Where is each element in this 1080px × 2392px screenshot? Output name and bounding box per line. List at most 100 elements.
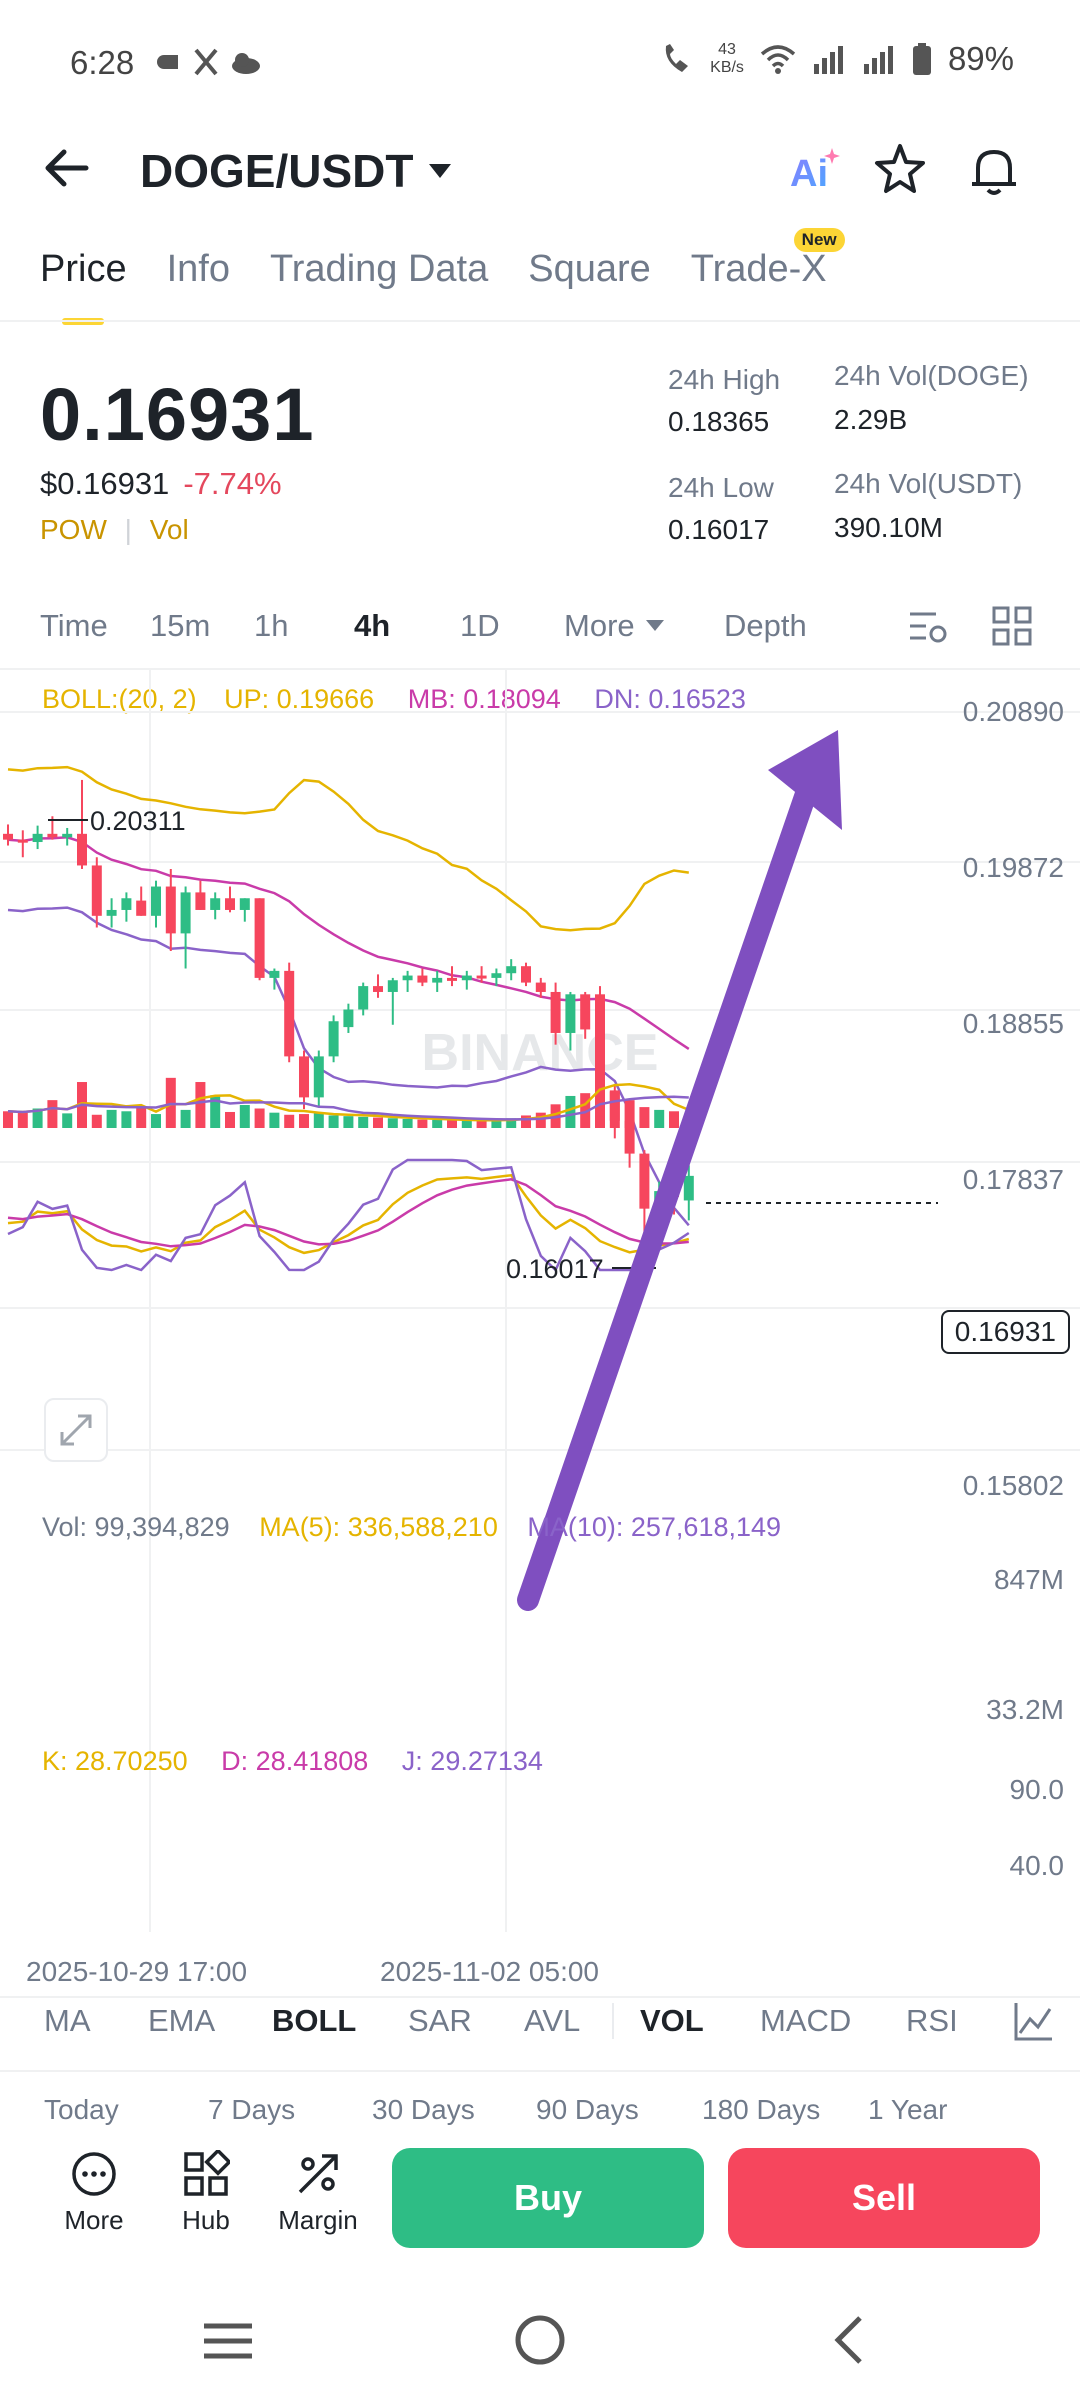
tf-1h[interactable]: 1h bbox=[254, 608, 289, 643]
volume-bar bbox=[195, 1082, 206, 1128]
tags-line: POW | Vol bbox=[40, 514, 189, 546]
ind-sar[interactable]: SAR bbox=[408, 2003, 472, 2038]
favorite-button[interactable] bbox=[870, 140, 930, 200]
candle bbox=[491, 968, 502, 987]
price-axis-3: 0.18855 bbox=[962, 1008, 1064, 1039]
volume-bar bbox=[432, 1119, 443, 1128]
last-price: 0.16931 bbox=[40, 373, 315, 456]
period-90d[interactable]: 90 Days bbox=[536, 2094, 639, 2125]
tab-price[interactable]: Price bbox=[40, 248, 127, 325]
ind-ema[interactable]: EMA bbox=[148, 2003, 216, 2038]
vol-axis-top: 847M bbox=[993, 1564, 1064, 1595]
candle bbox=[565, 991, 576, 1051]
ind-boll[interactable]: BOLL bbox=[272, 2003, 357, 2038]
kdj-axis-bottom: 40.0 bbox=[1009, 1850, 1065, 1881]
low-marker-label: 0.16017 bbox=[506, 1254, 604, 1284]
vol-quote-label: 24h Vol(USDT) bbox=[834, 468, 1023, 499]
status-time: 6:28 bbox=[70, 44, 135, 81]
tf-more[interactable]: More bbox=[564, 608, 724, 644]
arrow-left-icon bbox=[45, 149, 89, 187]
candle bbox=[580, 991, 591, 1039]
tf-4h[interactable]: 4h bbox=[354, 608, 391, 643]
high-marker-label: 0.20311 bbox=[90, 806, 186, 836]
pair-title: DOGE/USDT bbox=[140, 145, 414, 197]
volume-bar bbox=[654, 1109, 665, 1128]
period-7d[interactable]: 7 Days bbox=[208, 2094, 296, 2125]
tab-trade-x[interactable]: Trade-X New bbox=[691, 228, 845, 291]
tab-trading-data[interactable]: Trading Data bbox=[269, 248, 489, 290]
new-badge: New bbox=[793, 228, 845, 252]
kdj-j: J: 29.27134 bbox=[401, 1746, 543, 1776]
tf-depth[interactable]: Depth bbox=[724, 608, 807, 643]
more-dots-icon bbox=[72, 2152, 116, 2196]
ai-button[interactable]: Ai bbox=[784, 140, 844, 200]
tag-separator: | bbox=[124, 514, 132, 545]
tab-square[interactable]: Square bbox=[528, 248, 651, 290]
boll-up: UP: 0.19666 bbox=[224, 684, 375, 714]
chart-settings-button[interactable] bbox=[906, 604, 950, 653]
pair-selector[interactable]: DOGE/USDT bbox=[140, 144, 453, 198]
volume-bar bbox=[580, 1093, 591, 1128]
vol-ma5-line bbox=[7, 1083, 690, 1122]
volume-bar bbox=[62, 1113, 73, 1128]
ind-vol[interactable]: VOL bbox=[640, 2003, 704, 2038]
volume-bar bbox=[32, 1108, 43, 1128]
candle bbox=[32, 825, 43, 850]
svg-text:Ai: Ai bbox=[790, 153, 828, 195]
status-bar: 6:28 43 KB/s 89% bbox=[0, 0, 1080, 130]
vol-ma10-line bbox=[7, 1095, 689, 1121]
candle bbox=[269, 968, 280, 990]
volume-bar bbox=[417, 1119, 428, 1128]
candle bbox=[77, 779, 87, 869]
watermark-text: BINANCE bbox=[422, 1024, 659, 1082]
candle bbox=[165, 868, 176, 951]
back-button[interactable] bbox=[40, 140, 96, 196]
kdj-legend: K: 28.70250 D: 28.41808 J: 29.27134 bbox=[42, 1746, 543, 1777]
fullscreen-button[interactable] bbox=[44, 1398, 108, 1462]
period-180d[interactable]: 180 Days bbox=[702, 2094, 821, 2125]
hub-button[interactable]: Hub bbox=[166, 2148, 246, 2236]
volume-bar bbox=[17, 1112, 28, 1128]
buy-button[interactable]: Buy bbox=[392, 2148, 704, 2248]
volume-bar bbox=[121, 1111, 132, 1128]
vol-legend: Vol: 99,394,829 MA(5): 336,588,210 MA(10… bbox=[42, 1512, 781, 1543]
ind-ma[interactable]: MA bbox=[44, 2003, 91, 2038]
high-label: 24h High bbox=[668, 364, 781, 395]
kdj-j-line bbox=[7, 1158, 690, 1273]
sell-button[interactable]: Sell bbox=[728, 2148, 1040, 2248]
star-icon bbox=[875, 144, 925, 193]
tf-1d[interactable]: 1D bbox=[460, 608, 500, 643]
tf-time[interactable]: Time bbox=[40, 608, 108, 643]
boll-params: BOLL:(20, 2) bbox=[42, 684, 197, 714]
tf-15m[interactable]: 15m bbox=[150, 608, 211, 643]
candle bbox=[476, 966, 487, 983]
period-today[interactable]: Today bbox=[44, 2094, 119, 2125]
vol-value: Vol: 99,394,829 bbox=[42, 1512, 230, 1542]
period-30d[interactable]: 30 Days bbox=[372, 2094, 475, 2125]
ind-macd[interactable]: MACD bbox=[760, 2003, 852, 2038]
kdj-axis-top: 90.0 bbox=[1009, 1774, 1065, 1805]
tag-vol[interactable]: Vol bbox=[149, 514, 189, 545]
grid-icon bbox=[992, 606, 1032, 646]
candle bbox=[284, 962, 295, 1063]
period-1y[interactable]: 1 Year bbox=[868, 2094, 948, 2125]
boll-dn: DN: 0.16523 bbox=[594, 684, 746, 714]
indicator-settings-button[interactable] bbox=[1012, 1999, 1056, 2051]
wifi-call-icon bbox=[665, 44, 689, 72]
candle bbox=[195, 880, 206, 910]
ind-avl[interactable]: AVL bbox=[524, 2003, 581, 2038]
ind-rsi[interactable]: RSI bbox=[906, 2003, 958, 2038]
vol-quote-value: 390.10M bbox=[834, 512, 943, 543]
layout-grid-button[interactable] bbox=[990, 604, 1034, 653]
candle bbox=[387, 977, 398, 1025]
network-speed: 43 KB/s bbox=[710, 41, 744, 76]
candle bbox=[239, 898, 250, 922]
tag-pow[interactable]: POW bbox=[40, 514, 107, 545]
margin-button[interactable]: Margin bbox=[268, 2150, 368, 2236]
price-chart[interactable]: BINANCE 0.20311 0.16017 bbox=[0, 670, 1080, 2000]
status-app-icons bbox=[150, 44, 270, 88]
battery-level: 89% bbox=[947, 40, 1014, 77]
alert-button[interactable] bbox=[964, 140, 1024, 200]
more-button[interactable]: More bbox=[54, 2150, 134, 2236]
tab-info[interactable]: Info bbox=[166, 248, 230, 290]
